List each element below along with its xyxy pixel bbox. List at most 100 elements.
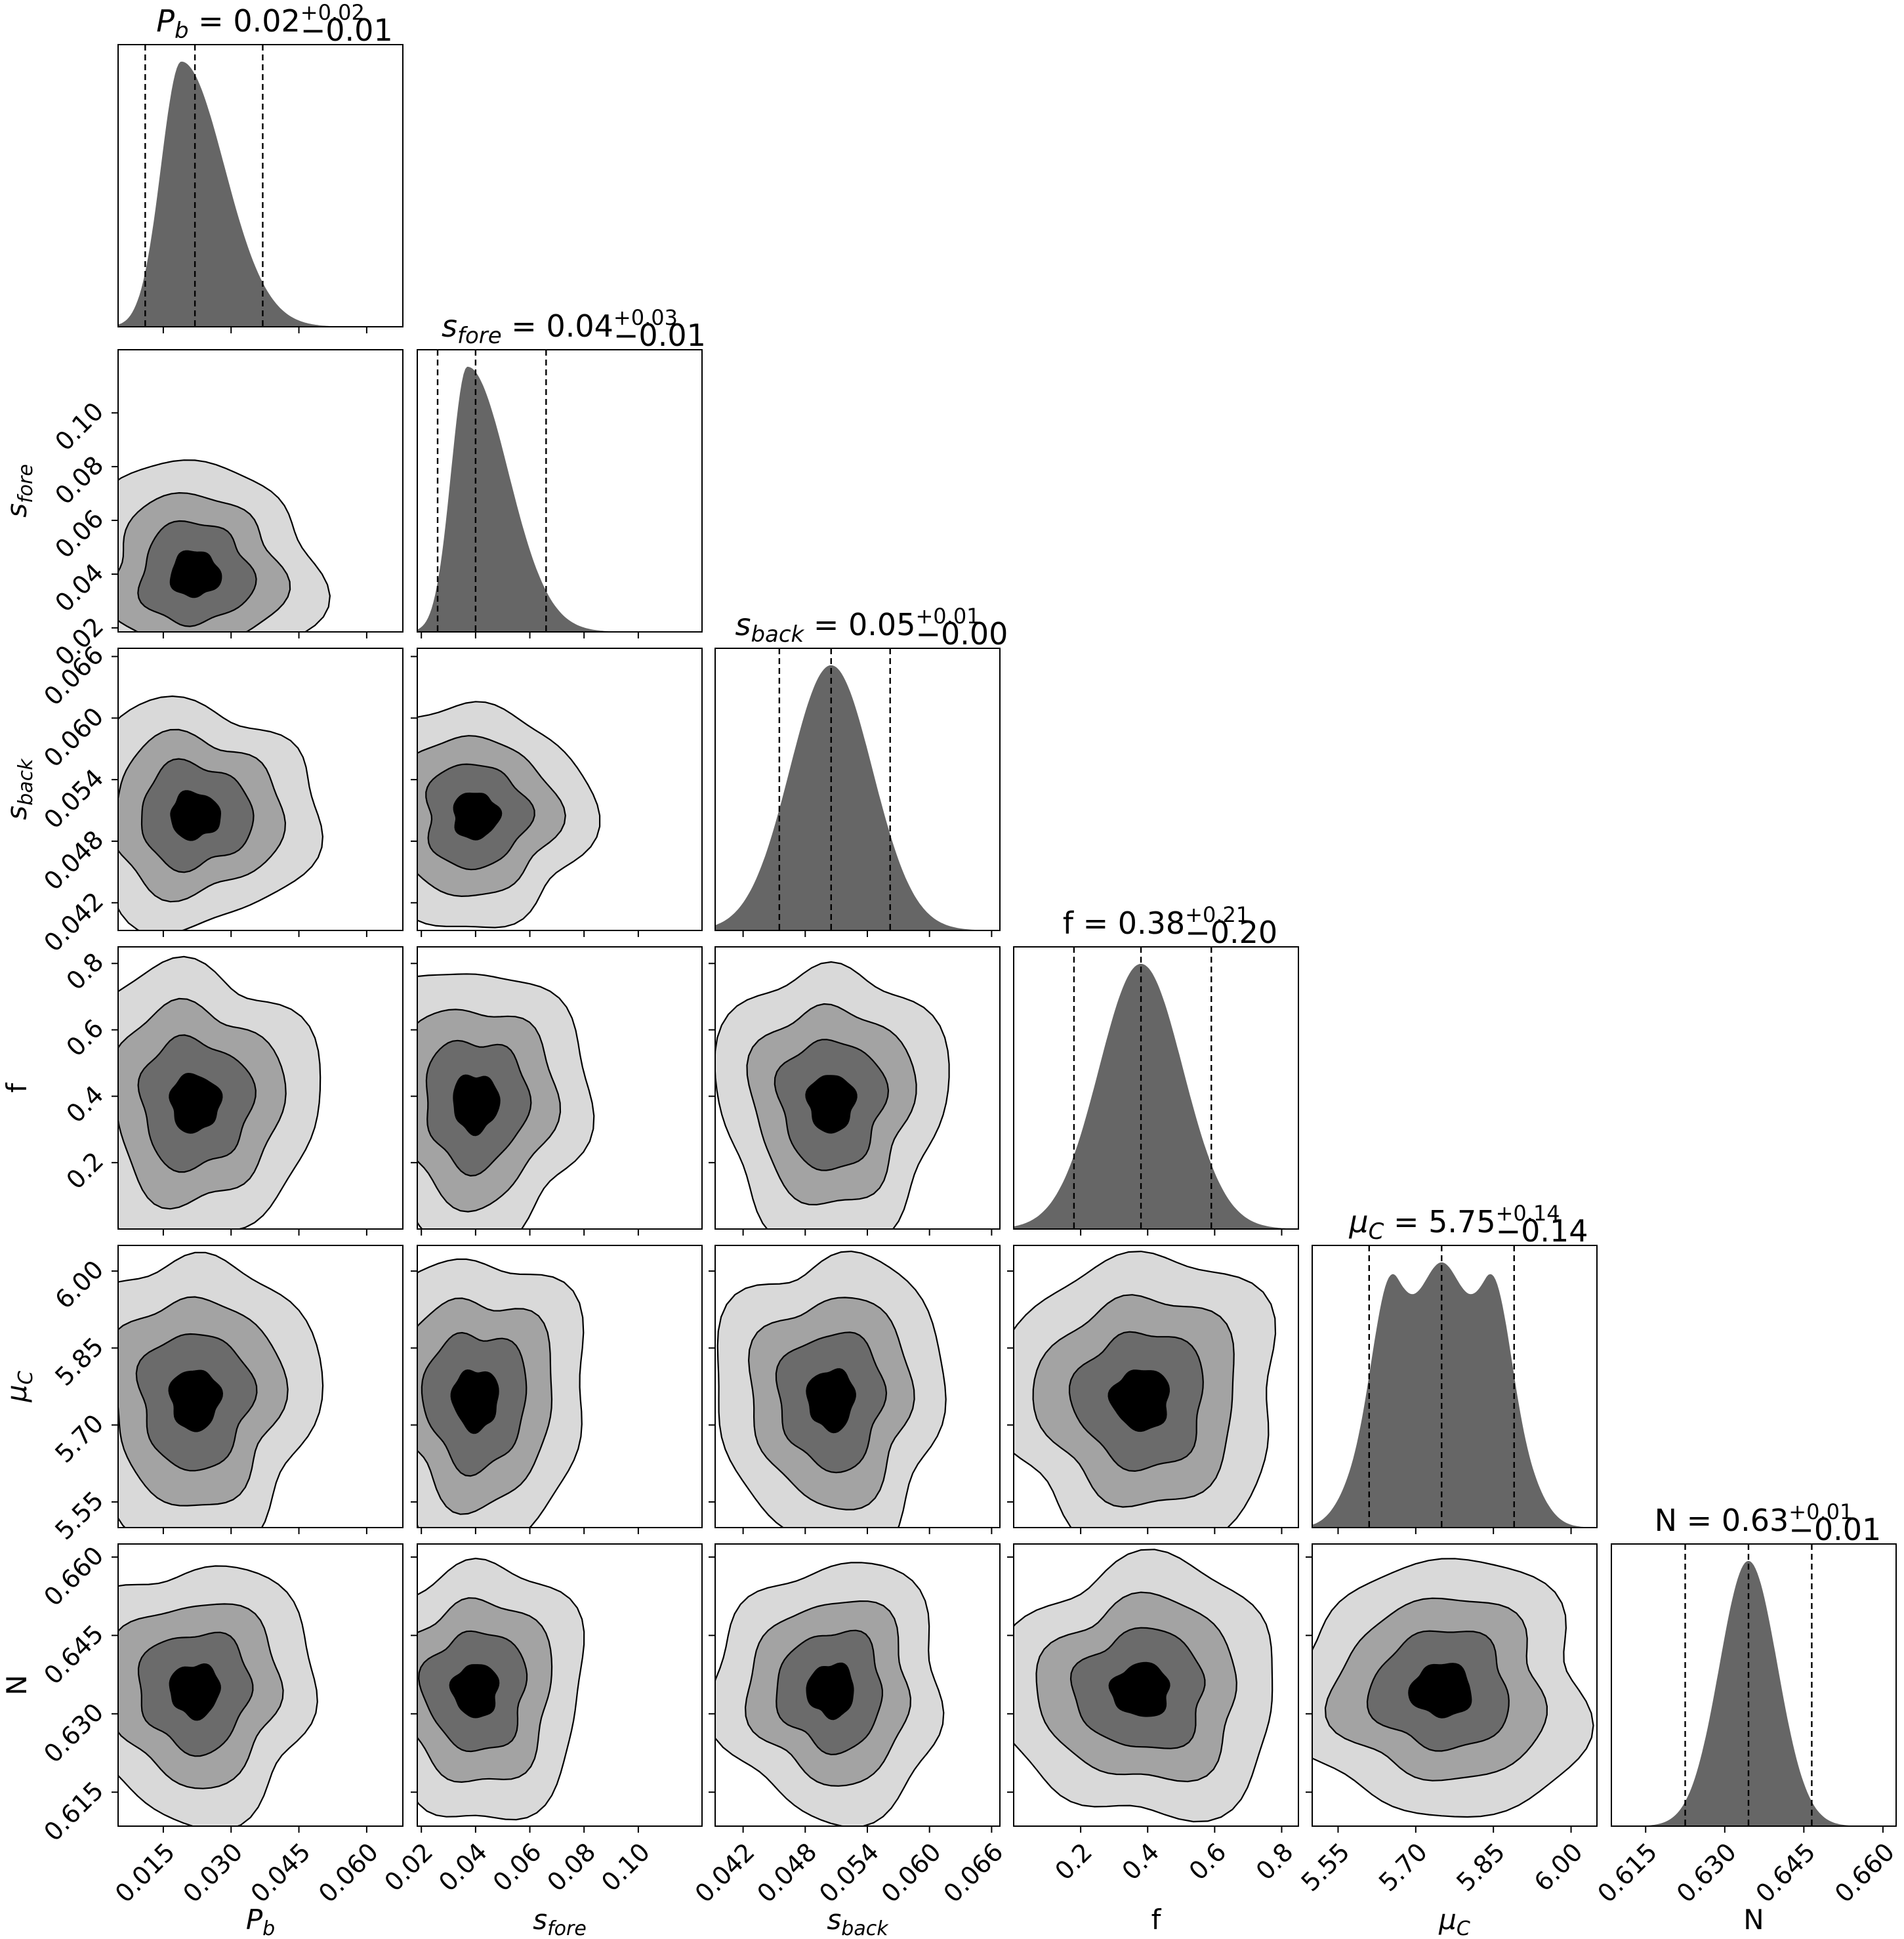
- y-tick-label: 0.048: [38, 825, 109, 896]
- contour-panel-sback-vs-sfore: [411, 648, 703, 937]
- panel-frame: [1312, 1543, 1598, 1827]
- y-axis-label-sback: sback: [1, 758, 37, 820]
- title-sfore-minus: −0.01: [613, 318, 706, 353]
- x-axis-label-sfore: sfore: [533, 1904, 587, 1939]
- x-axis-label-sback: sback: [827, 1904, 889, 1939]
- y-tick-label: 0.6: [61, 1014, 110, 1062]
- contour-panel-N-vs-sfore: 0.020.040.060.080.10: [379, 1543, 703, 1897]
- title-f: f = 0.38+0.21: [1063, 902, 1249, 941]
- x-tick-label: 0.6: [1184, 1837, 1232, 1886]
- histogram-muC: [1312, 1262, 1597, 1528]
- title-muC: μC = 5.75+0.14: [1348, 1201, 1560, 1245]
- y-tick-label: 0.042: [38, 886, 109, 957]
- y-tick-label: 0.615: [38, 1776, 109, 1846]
- x-axis-label-muC: μC: [1438, 1904, 1470, 1939]
- x-tick-label: 0.060: [313, 1837, 384, 1908]
- x-tick-label: 0.2: [1049, 1837, 1098, 1886]
- y-tick-label: 0.630: [38, 1698, 109, 1768]
- y-tick-label: 0.645: [38, 1619, 109, 1690]
- x-tick-label: 0.06: [487, 1837, 547, 1897]
- y-tick-label: 0.10: [49, 396, 109, 456]
- x-tick-label: 5.70: [1373, 1837, 1433, 1897]
- x-tick-label: 0.645: [1750, 1837, 1821, 1908]
- x-tick-label: 0.615: [1592, 1837, 1663, 1908]
- contour-level-4: [805, 1075, 858, 1134]
- x-tick-label: 0.060: [876, 1837, 947, 1908]
- contour-level-4: [806, 1368, 856, 1434]
- title-muC-minus: −0.14: [1496, 1213, 1588, 1249]
- title-sfore: sfore = 0.04+0.03: [442, 305, 678, 349]
- x-tick-label: 0.4: [1117, 1837, 1165, 1886]
- panel-frame: [1312, 1245, 1598, 1528]
- histogram-sback: [715, 665, 1000, 930]
- histogram-panel-sfore: sfore = 0.04+0.03−0.01: [417, 305, 706, 638]
- y-tick-label: 0.060: [38, 702, 109, 773]
- panel-frame: [417, 349, 703, 633]
- panel-frame: [117, 44, 404, 327]
- contour-panel-f-vs-sback: [709, 946, 1001, 1236]
- y-tick-label: 5.85: [49, 1332, 109, 1392]
- contour-panel-muC-vs-Pb: 5.55 5.70 5.85 6.00: [49, 1245, 404, 1545]
- histogram-panel-f: f = 0.38+0.21−0.20: [1013, 902, 1299, 1236]
- contour-level-4: [170, 790, 222, 841]
- panel-frame: [1013, 1245, 1299, 1528]
- panel-frame: [714, 946, 1001, 1230]
- contour-panel-muC-vs-sfore: [411, 1245, 703, 1534]
- title-N-minus: −0.01: [1789, 1512, 1881, 1547]
- y-tick-label: 5.55: [49, 1486, 109, 1545]
- panel-frame: [117, 349, 404, 633]
- histogram-panel-Pb: Pb = 0.02+0.02−0.01: [117, 0, 404, 333]
- x-tick-label: 0.066: [938, 1837, 1008, 1908]
- contour-level-4: [1108, 1661, 1170, 1717]
- contour-level-4: [450, 1369, 499, 1434]
- panel-frame: [1013, 1543, 1299, 1827]
- x-tick-label: 0.08: [541, 1837, 601, 1897]
- title-Pb: Pb = 0.02+0.02: [156, 0, 365, 44]
- panel-frame: [117, 648, 404, 931]
- x-tick-label: 0.04: [433, 1837, 493, 1897]
- panel-frame: [1013, 946, 1299, 1230]
- x-tick-label: 0.10: [596, 1837, 655, 1897]
- histogram-N: [1611, 1560, 1896, 1826]
- x-tick-label: 6.00: [1529, 1837, 1588, 1897]
- panel-frame: [417, 946, 703, 1230]
- panel-frame: [117, 1245, 404, 1528]
- contour-panel-f-vs-sfore: [411, 946, 703, 1236]
- title-f-minus: −0.20: [1185, 915, 1277, 950]
- panel-frame: [714, 1245, 1001, 1528]
- contour-panel-N-vs-muC: 5.55 5.70 5.85 6.00: [1296, 1543, 1598, 1897]
- contour-panel-f-vs-Pb: 0.2 0.4 0.6 0.8: [61, 946, 404, 1236]
- histogram-panel-sback: sback = 0.05+0.01−0.00: [714, 604, 1008, 937]
- contour-level-4: [806, 1662, 854, 1720]
- title-Pb-minus: −0.01: [300, 12, 393, 48]
- x-tick-label: 0.660: [1829, 1837, 1900, 1908]
- x-tick-label: 0.054: [814, 1837, 884, 1908]
- contour-panel-muC-vs-sback: [709, 1245, 1001, 1534]
- x-tick-label: 0.015: [110, 1837, 180, 1908]
- panel-frame: [117, 1543, 404, 1827]
- y-tick-label: 5.70: [49, 1409, 109, 1469]
- x-tick-label: 0.048: [751, 1837, 822, 1908]
- contour-level-4: [169, 550, 222, 598]
- panel-frame: [417, 1245, 703, 1528]
- histogram-panel-muC: μC = 5.75+0.14−0.14: [1312, 1201, 1598, 1534]
- x-tick-label: 0.042: [690, 1837, 760, 1908]
- panel-frame: [1611, 1543, 1897, 1827]
- y-tick-label: 0.8: [61, 948, 110, 996]
- histogram-f: [1014, 963, 1298, 1229]
- contour-level-4: [453, 1074, 501, 1136]
- y-axis-label-sfore: sfore: [1, 464, 37, 518]
- y-tick-label: 0.2: [61, 1146, 110, 1195]
- x-tick-label: 0.030: [177, 1837, 248, 1908]
- contour-level-4: [1408, 1663, 1472, 1719]
- x-axis-label-N: N: [1743, 1904, 1764, 1936]
- contour-level-4: [169, 1072, 223, 1134]
- panel-frame: [417, 1543, 703, 1827]
- contour-panel-muC-vs-f: [1007, 1245, 1299, 1534]
- x-axis-label-Pb: Pb: [246, 1904, 275, 1939]
- histogram-sfore: [417, 366, 702, 632]
- panel-frame: [117, 946, 404, 1230]
- panel-frame: [714, 648, 1001, 931]
